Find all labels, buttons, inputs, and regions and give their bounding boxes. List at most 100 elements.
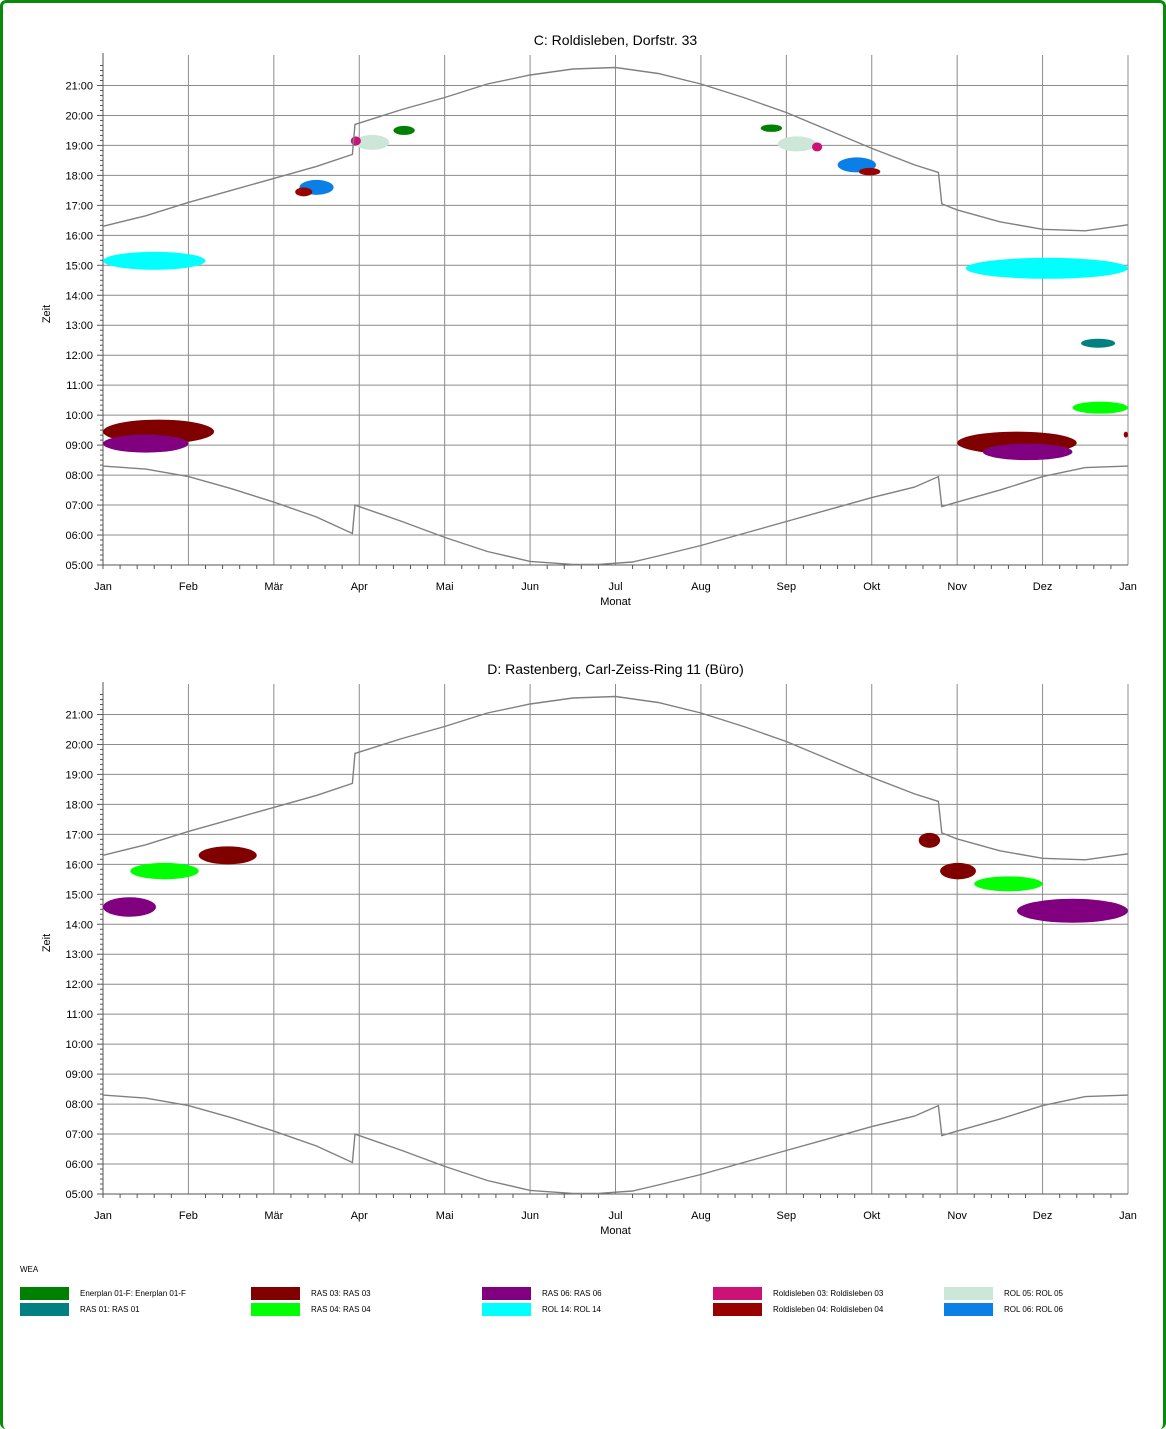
shadow-area-ras-04 <box>130 862 199 880</box>
x-tick-label: Jun <box>521 1210 539 1222</box>
y-tick-label: 18:00 <box>65 799 93 811</box>
chart-title: C: Roldisleben, Dorfstr. 33 <box>534 32 698 48</box>
legend-swatch <box>251 1287 300 1300</box>
legend-label: RAS 04: RAS 04 <box>311 1305 371 1314</box>
legend-swatch <box>482 1287 531 1300</box>
legend-label: Roldisleben 04: Roldisleben 04 <box>773 1305 884 1314</box>
sunrise-curve <box>102 1094 1129 1195</box>
legend-swatch <box>713 1287 762 1300</box>
legend-swatch <box>944 1287 993 1300</box>
x-tick-label: Jan <box>94 581 112 593</box>
x-tick-label: Dez <box>1033 581 1053 593</box>
y-tick-label: 08:00 <box>65 470 93 482</box>
legend-label: Enerplan 01-F: Enerplan 01-F <box>80 1289 186 1298</box>
x-tick-label: Nov <box>947 581 967 593</box>
legend-label: ROL 14: ROL 14 <box>542 1305 602 1314</box>
x-tick-label: Mär <box>264 1210 283 1222</box>
shadow-area-roldisleben-04 <box>858 167 881 176</box>
shadow-area-roldisleben-03 <box>811 142 823 152</box>
y-tick-label: 12:00 <box>65 350 93 362</box>
legend-swatch <box>944 1303 993 1316</box>
y-tick-label: 09:00 <box>65 1069 93 1081</box>
y-tick-label: 14:00 <box>65 290 93 302</box>
shadow-area-rol-14 <box>965 257 1128 279</box>
x-tick-label: Sep <box>777 1210 797 1222</box>
y-tick-label: 20:00 <box>65 739 93 751</box>
shadow-area-ras-04 <box>974 876 1043 892</box>
legend-label: ROL 05: ROL 05 <box>1004 1289 1064 1298</box>
y-tick-label: 20:00 <box>65 110 93 122</box>
x-tick-label: Jul <box>608 1210 622 1222</box>
y-tick-label: 05:00 <box>65 560 93 572</box>
y-tick-label: 09:00 <box>65 440 93 452</box>
x-tick-label: Okt <box>863 1210 880 1222</box>
legend-swatch <box>251 1303 300 1316</box>
x-axis-label: Monat <box>600 1225 631 1237</box>
y-tick-label: 18:00 <box>65 170 93 182</box>
y-tick-label: 21:00 <box>65 80 93 92</box>
shadow-area-enerplan-01-f <box>393 125 415 135</box>
legend-swatch <box>20 1303 69 1316</box>
y-tick-label: 16:00 <box>65 859 93 871</box>
legend-swatch <box>20 1287 69 1300</box>
y-tick-label: 07:00 <box>65 1129 93 1141</box>
y-tick-label: 21:00 <box>65 709 93 721</box>
shadow-area-rol-05 <box>354 134 390 150</box>
chart-panel-0: C: Roldisleben, Dorfstr. 33 05:00 06:00 07:… <box>41 32 1137 608</box>
y-tick-label: 15:00 <box>65 260 93 272</box>
shadow-area-roldisleben-04 <box>295 187 313 197</box>
y-tick-label: 13:00 <box>65 320 93 332</box>
y-tick-label: 15:00 <box>65 889 93 901</box>
legend-swatch <box>482 1303 531 1316</box>
y-tick-label: 19:00 <box>65 769 93 781</box>
chart-title: D: Rastenberg, Carl-Zeiss-Ring 11 (Büro) <box>487 661 744 677</box>
chart-panel-1: D: Rastenberg, Carl-Zeiss-Ring 11 (Büro)… <box>41 661 1137 1237</box>
x-tick-label: Mai <box>436 581 454 593</box>
y-tick-label: 10:00 <box>65 1039 93 1051</box>
shadow-area-ras-03 <box>940 862 976 880</box>
x-tick-label: Jan <box>94 1210 112 1222</box>
shadow-area-rol-05 <box>777 136 817 152</box>
x-tick-label: Mär <box>264 581 283 593</box>
x-tick-label: Jun <box>521 581 539 593</box>
legend-label: Roldisleben 03: Roldisleben 03 <box>773 1289 884 1298</box>
legend-label: RAS 03: RAS 03 <box>311 1289 371 1298</box>
x-tick-label: Sep <box>777 581 797 593</box>
x-tick-label: Apr <box>351 581 368 593</box>
y-tick-label: 11:00 <box>66 1009 93 1021</box>
legend-title: WEA <box>20 1265 39 1274</box>
shadow-area-ras-01 <box>1081 338 1116 348</box>
x-tick-label: Jul <box>608 581 622 593</box>
x-tick-label: Feb <box>179 1210 198 1222</box>
sunset-curve <box>102 695 1129 861</box>
shadow-area-enerplan-01-f <box>760 124 783 132</box>
shadow-area-ras-06 <box>103 897 156 917</box>
legend-label: ROL 06: ROL 06 <box>1004 1305 1064 1314</box>
y-axis-label: Zeit <box>41 934 53 952</box>
x-axis-label: Monat <box>600 596 631 608</box>
y-axis-label: Zeit <box>41 305 53 323</box>
shadow-area-ras-06 <box>103 434 189 453</box>
y-tick-label: 05:00 <box>65 1189 93 1201</box>
x-tick-label: Aug <box>691 581 711 593</box>
y-tick-label: 06:00 <box>65 530 93 542</box>
x-tick-label: Aug <box>691 1210 711 1222</box>
sunset-curve <box>102 66 1129 232</box>
legend-label: RAS 06: RAS 06 <box>542 1289 602 1298</box>
shadow-area-rol-14 <box>103 251 206 270</box>
shadow-area-ras-06 <box>1016 898 1128 923</box>
y-tick-label: 12:00 <box>65 979 93 991</box>
x-tick-label: Dez <box>1033 1210 1053 1222</box>
x-tick-label: Jan <box>1119 581 1137 593</box>
x-tick-label: Okt <box>863 581 880 593</box>
shadow-area-ras-06 <box>982 443 1073 461</box>
legend-swatch <box>713 1303 762 1316</box>
x-tick-label: Nov <box>947 1210 967 1222</box>
x-tick-label: Feb <box>179 581 198 593</box>
shadow-area-ras-03 <box>918 832 941 848</box>
y-tick-label: 07:00 <box>65 500 93 512</box>
y-tick-label: 16:00 <box>65 230 93 242</box>
y-tick-label: 10:00 <box>65 410 93 422</box>
